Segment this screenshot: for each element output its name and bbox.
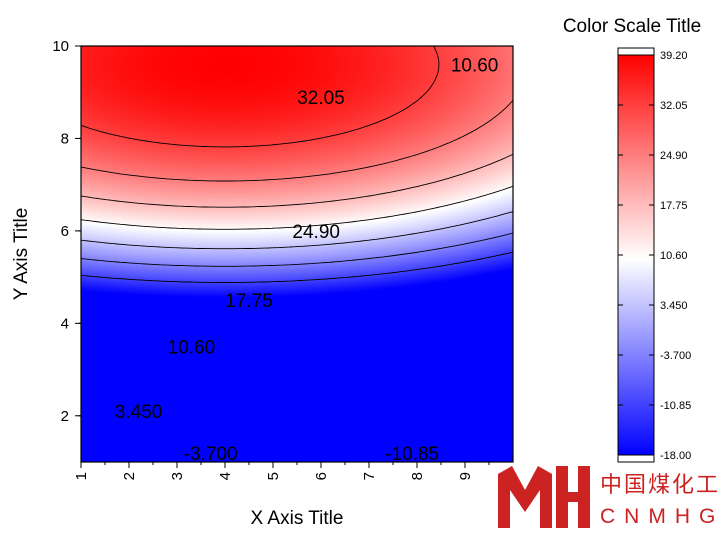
y-axis-ticks: 2 4 6 8 10 xyxy=(52,38,81,425)
color-scale-overflow-low xyxy=(617,454,655,463)
contour-label: 10.60 xyxy=(451,55,499,76)
contour-label: 24.90 xyxy=(292,222,340,243)
watermark-en-text: CNMHG xyxy=(600,505,717,528)
color-scale-title: Color Scale Title xyxy=(563,16,701,37)
color-scale-tick-label: -3.700 xyxy=(660,350,691,362)
x-axis-ticks: 1 2 3 4 5 6 7 8 9 xyxy=(73,462,490,480)
color-scale-overflow-high xyxy=(617,47,655,56)
contour-line xyxy=(81,99,513,182)
contour-label: 3.450 xyxy=(115,402,163,423)
x-tick-label: 1 xyxy=(73,472,90,480)
y-tick-label: 4 xyxy=(61,315,69,332)
x-tick-label: 5 xyxy=(265,472,282,480)
contour-line xyxy=(81,232,513,267)
y-tick-label: 2 xyxy=(61,408,69,425)
contour-label: 10.60 xyxy=(168,337,216,358)
color-scale-tick-label: -10.85 xyxy=(660,400,691,412)
color-scale-ticks: 39.20 32.05 24.90 17.75 10.60 3.450 -3.700 -10.… xyxy=(618,50,691,462)
color-scale-tick-label: 17.75 xyxy=(660,200,688,212)
contour-line xyxy=(81,251,513,283)
y-tick-label: 6 xyxy=(61,223,69,240)
color-scale-bar xyxy=(617,54,655,456)
color-scale-tick-label: -18.00 xyxy=(660,450,691,462)
x-axis-title: X Axis Title xyxy=(251,508,344,529)
contour-label: 32.05 xyxy=(297,88,345,109)
contour-line xyxy=(81,211,513,250)
x-tick-label: 6 xyxy=(313,472,330,480)
x-tick-label: 2 xyxy=(121,472,138,480)
contour-labels: -10.85 -3.700 3.450 10.60 17.75 24.90 32.05 10.… xyxy=(115,55,499,465)
contour-line xyxy=(81,185,513,230)
watermark-cn-text: 中国煤化工 xyxy=(600,473,717,498)
contour-fill xyxy=(81,46,513,462)
x-tick-label: 9 xyxy=(457,472,474,480)
color-scale-tick-label: 10.60 xyxy=(660,250,688,262)
color-scale-tick-label: 3.450 xyxy=(660,300,688,312)
contour-label: -3.700 xyxy=(184,444,238,465)
x-tick-label: 3 xyxy=(169,472,186,480)
x-tick-label: 8 xyxy=(409,472,426,480)
y-axis-title: Y Axis Title xyxy=(11,208,32,301)
contour-label: 17.75 xyxy=(225,291,273,312)
x-tick-label: 7 xyxy=(361,472,378,480)
contour-lines xyxy=(81,46,513,283)
color-scale-tick-label: 32.05 xyxy=(660,100,688,112)
color-scale-tick-label: 24.90 xyxy=(660,150,688,162)
x-tick-label: 4 xyxy=(217,472,234,480)
color-scale: Color Scale Title 39.20 32.05 24.90 17.75 10… xyxy=(563,16,701,463)
y-tick-label: 8 xyxy=(61,130,69,147)
contour-line xyxy=(81,153,513,208)
contour-plot: -10.85 -3.700 3.450 10.60 17.75 24.90 32.05 10.… xyxy=(11,38,514,529)
cnmhg-logo-mark xyxy=(498,466,590,528)
watermark-logo: 中国煤化工 CNMHG xyxy=(498,466,717,528)
y-tick-label: 10 xyxy=(52,38,69,55)
contour-label: -10.85 xyxy=(385,444,439,465)
color-scale-tick-label: 39.20 xyxy=(660,50,688,62)
